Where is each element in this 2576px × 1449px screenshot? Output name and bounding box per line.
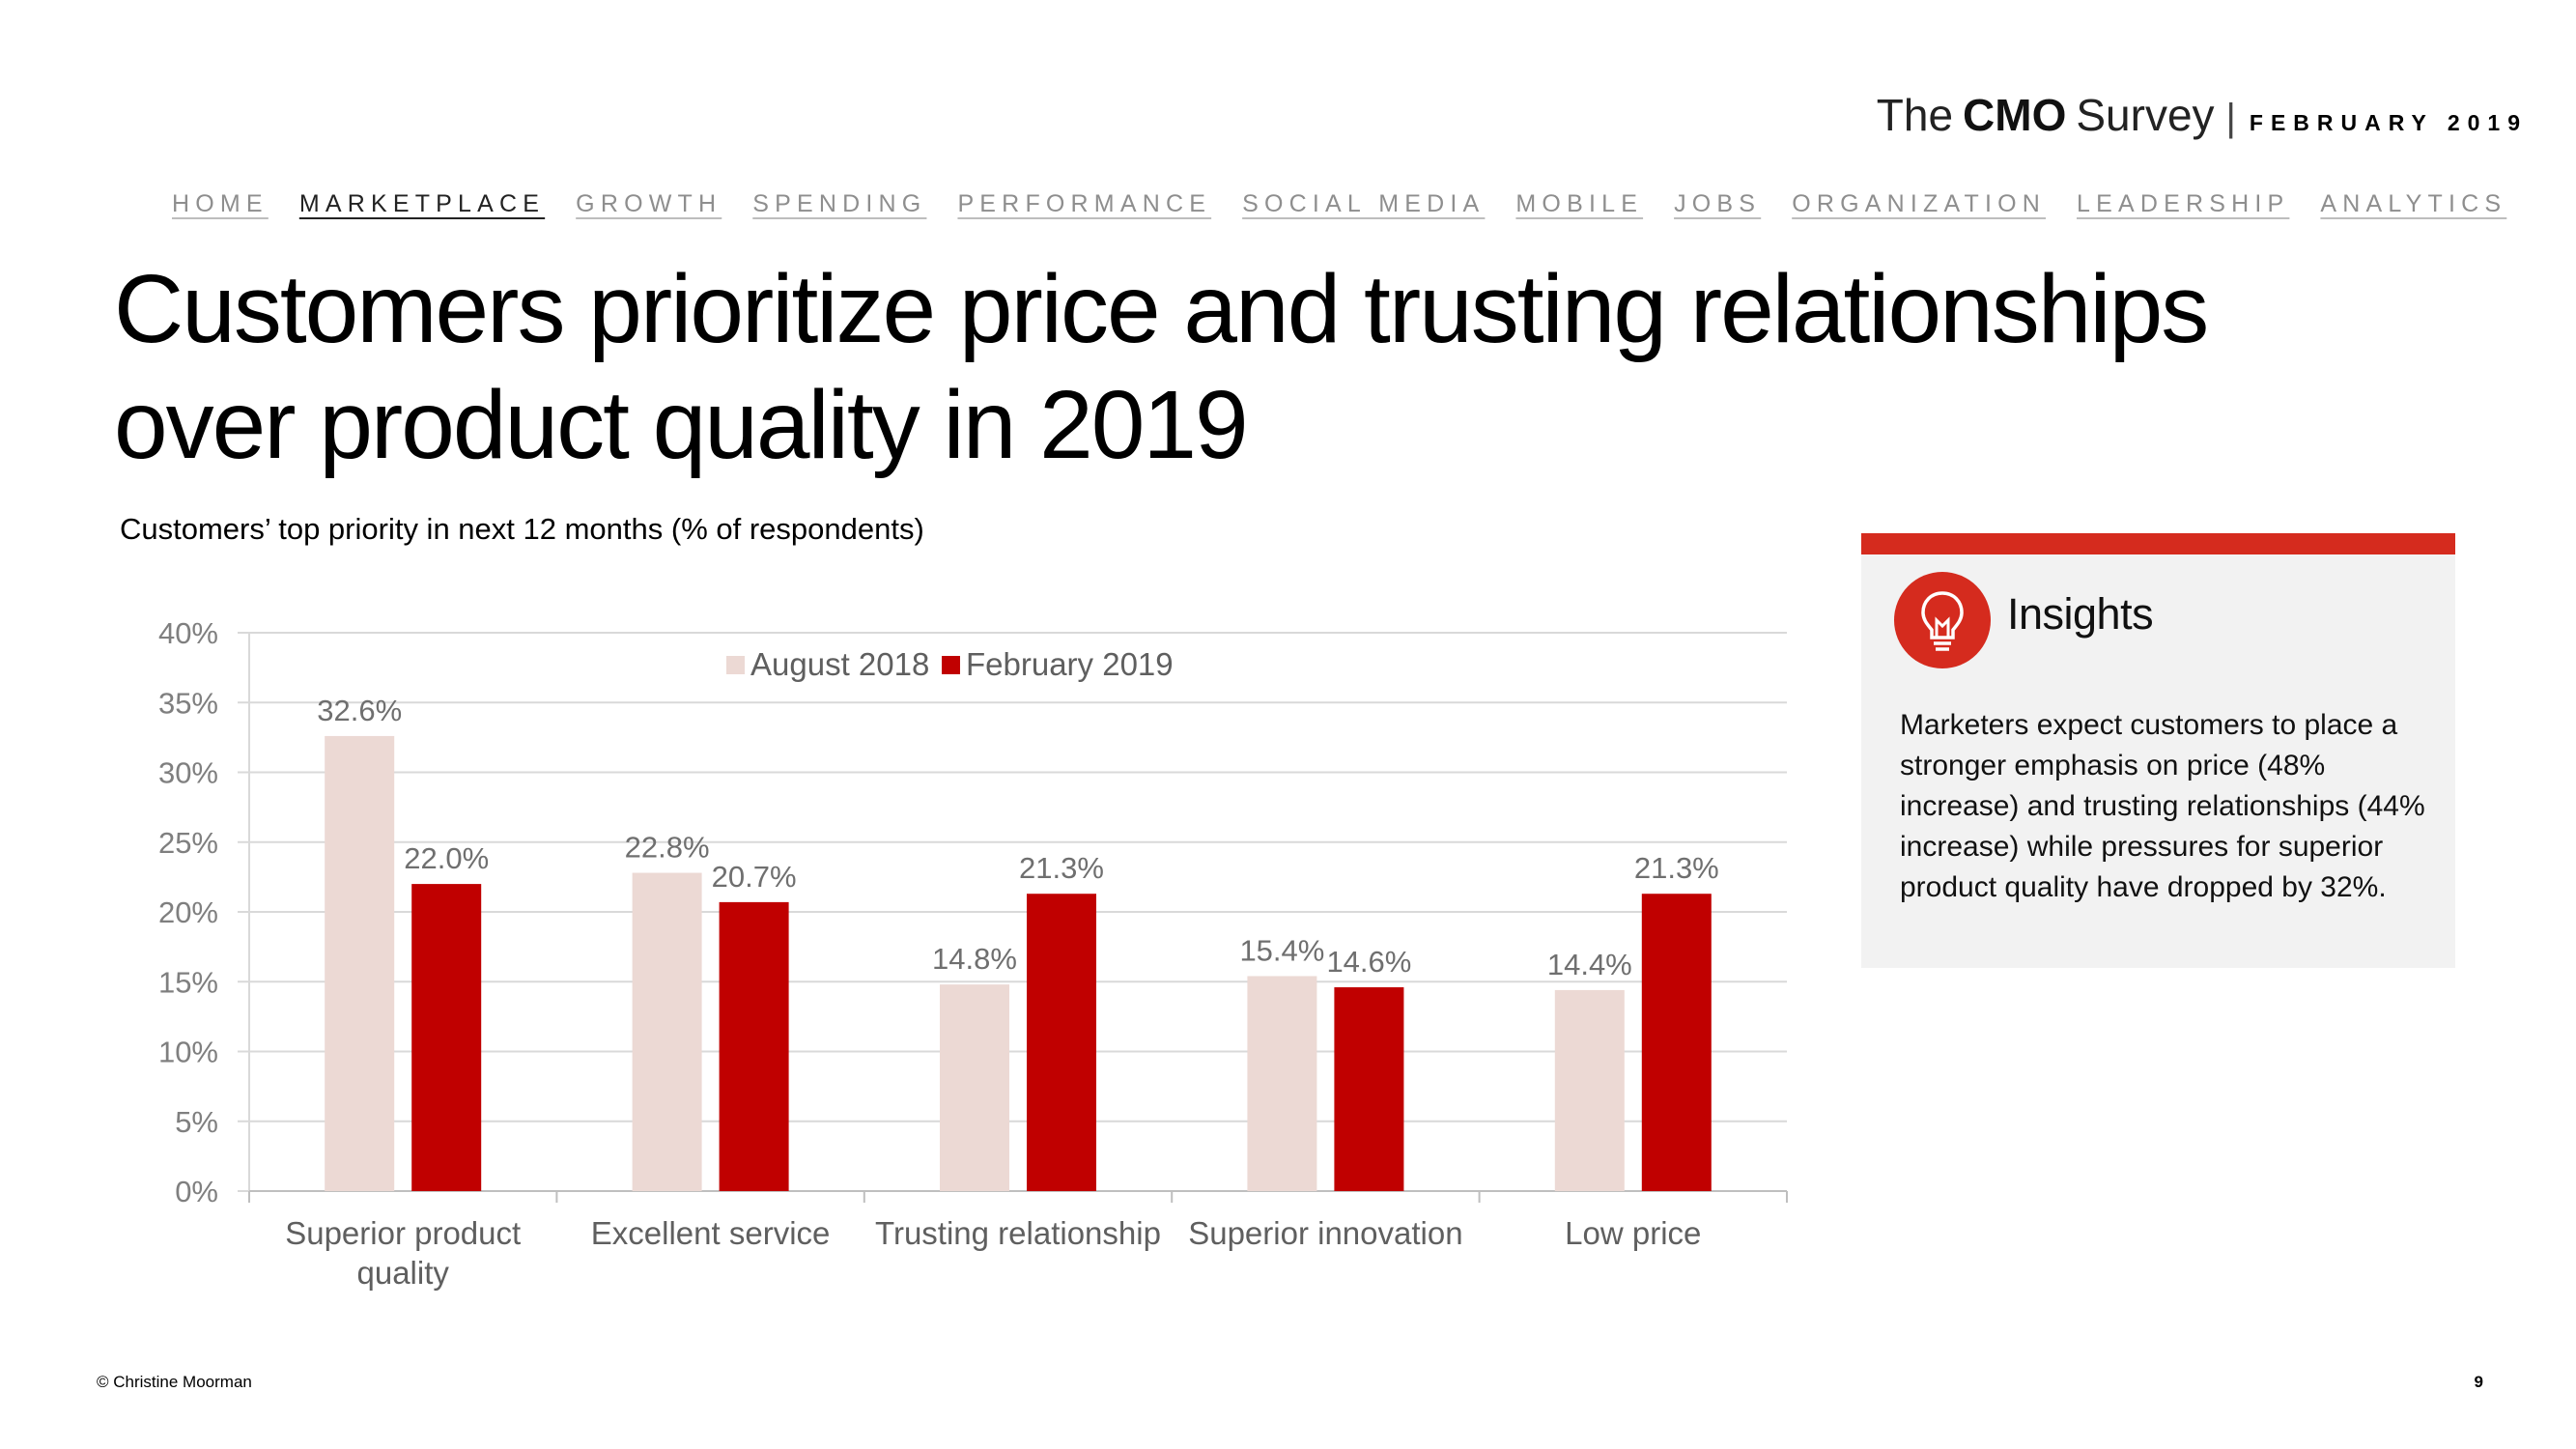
legend-label-august-2018: August 2018 <box>750 646 929 682</box>
data-label-august-2018: 15.4% <box>1239 933 1324 967</box>
nav-jobs[interactable]: JOBS <box>1674 190 1762 217</box>
legend-swatch-august-2018 <box>726 656 745 674</box>
chart-bars <box>325 735 1712 1191</box>
bar-august-2018 <box>325 735 395 1191</box>
x-category-label: Trusting relationship <box>875 1215 1161 1251</box>
y-tick-label: 10% <box>158 1036 218 1069</box>
y-tick-label: 25% <box>158 826 218 860</box>
nav-leadership[interactable]: LEADERSHIP <box>2077 190 2290 217</box>
bar-august-2018 <box>940 984 1009 1191</box>
nav-analytics[interactable]: ANALYTICS <box>2320 190 2507 217</box>
page-number: 9 <box>2474 1373 2483 1391</box>
nav-performance[interactable]: PERFORMANCE <box>957 190 1212 217</box>
data-label-february-2019: 21.3% <box>1019 851 1104 885</box>
bar-august-2018 <box>1247 976 1317 1191</box>
y-tick-label: 5% <box>175 1105 218 1139</box>
data-label-february-2019: 20.7% <box>712 860 797 894</box>
data-label-february-2019: 22.0% <box>404 841 489 875</box>
nav-marketplace[interactable]: MARKETPLACE <box>298 190 546 217</box>
bar-chart: 0% 5% 10% 15% 20% 25% 30% 35% 40% 32.6% 22.0% Supe… <box>158 616 1788 1291</box>
page-title: Customers prioritize price and trusting … <box>114 255 2209 479</box>
data-label-august-2018: 14.4% <box>1547 948 1632 981</box>
insights-panel: Insights Marketers expect customers to p… <box>1861 533 2455 968</box>
chart-gridlines: 0% 5% 10% 15% 20% 25% 30% 35% 40% <box>158 616 1788 1208</box>
data-label-august-2018: 14.8% <box>932 942 1017 976</box>
chart-labels: 32.6% 22.0% Superior product quality 22.8%20… <box>285 694 1719 1291</box>
data-label-february-2019: 14.6% <box>1326 945 1411 979</box>
copyright: © Christine Moorman <box>97 1373 252 1391</box>
nav-organization[interactable]: ORGANIZATION <box>1792 190 2047 217</box>
y-tick-label: 20% <box>158 895 218 929</box>
bar-february-2019 <box>1334 987 1404 1191</box>
brand-cmo: CMO <box>1963 90 2067 140</box>
x-category-label: Superior product quality <box>285 1215 521 1291</box>
data-label-february-2019: 21.3% <box>1634 851 1719 885</box>
bar-august-2018 <box>1554 989 1625 1191</box>
y-tick-label: 40% <box>158 616 218 650</box>
brand-the: The <box>1876 90 1954 140</box>
brand-logo: The CMO Survey | FEBRUARY 2019 <box>1877 89 2528 141</box>
bar-august-2018 <box>632 872 702 1191</box>
y-tick-label: 35% <box>158 686 218 720</box>
legend-swatch-february-2019 <box>942 656 960 674</box>
x-category-label-line: Trusting relationship <box>875 1215 1161 1251</box>
nav-home[interactable]: HOME <box>172 190 269 217</box>
top-nav: HOME MARKETPLACE GROWTH SPENDING PERFORM… <box>172 190 2537 218</box>
nav-social-media[interactable]: SOCIAL MEDIA <box>1242 190 1486 217</box>
brand-date: FEBRUARY 2019 <box>2249 110 2528 135</box>
insights-body: Marketers expect customers to place a st… <box>1900 709 2425 903</box>
x-category-label: Superior innovation <box>1188 1215 1462 1251</box>
x-category-label-line: Excellent service <box>591 1215 831 1251</box>
lightbulb-icon <box>1894 572 1991 668</box>
data-label-august-2018: 22.8% <box>625 831 710 865</box>
nav-growth[interactable]: GROWTH <box>576 190 722 217</box>
nav-spending[interactable]: SPENDING <box>752 190 927 217</box>
y-tick-label: 0% <box>175 1175 218 1208</box>
x-category-label-line: quality <box>357 1255 450 1291</box>
insights-title: Insights <box>2007 589 2154 639</box>
nav-mobile[interactable]: MOBILE <box>1515 190 1644 217</box>
data-label-august-2018: 32.6% <box>317 694 402 727</box>
bar-february-2019 <box>411 884 482 1191</box>
x-category-label: Low price <box>1565 1215 1701 1251</box>
insights-accent-bar <box>1861 533 2455 554</box>
bar-february-2019 <box>1027 894 1096 1191</box>
brand-separator: | <box>2225 97 2236 139</box>
x-category-label-line: Superior innovation <box>1188 1215 1462 1251</box>
x-category-label-line: Low price <box>1565 1215 1701 1251</box>
bar-february-2019 <box>1641 894 1712 1191</box>
chart-legend: August 2018 February 2019 <box>726 646 1174 682</box>
bar-february-2019 <box>719 901 789 1191</box>
x-category-label-line: Superior product <box>285 1215 521 1251</box>
legend-label-february-2019: February 2019 <box>966 646 1174 682</box>
y-tick-label: 30% <box>158 756 218 790</box>
x-category-label: Excellent service <box>591 1215 831 1251</box>
chart-subtitle: Customers’ top priority in next 12 month… <box>120 512 924 546</box>
y-tick-label: 15% <box>158 965 218 999</box>
brand-survey: Survey <box>2076 90 2215 140</box>
